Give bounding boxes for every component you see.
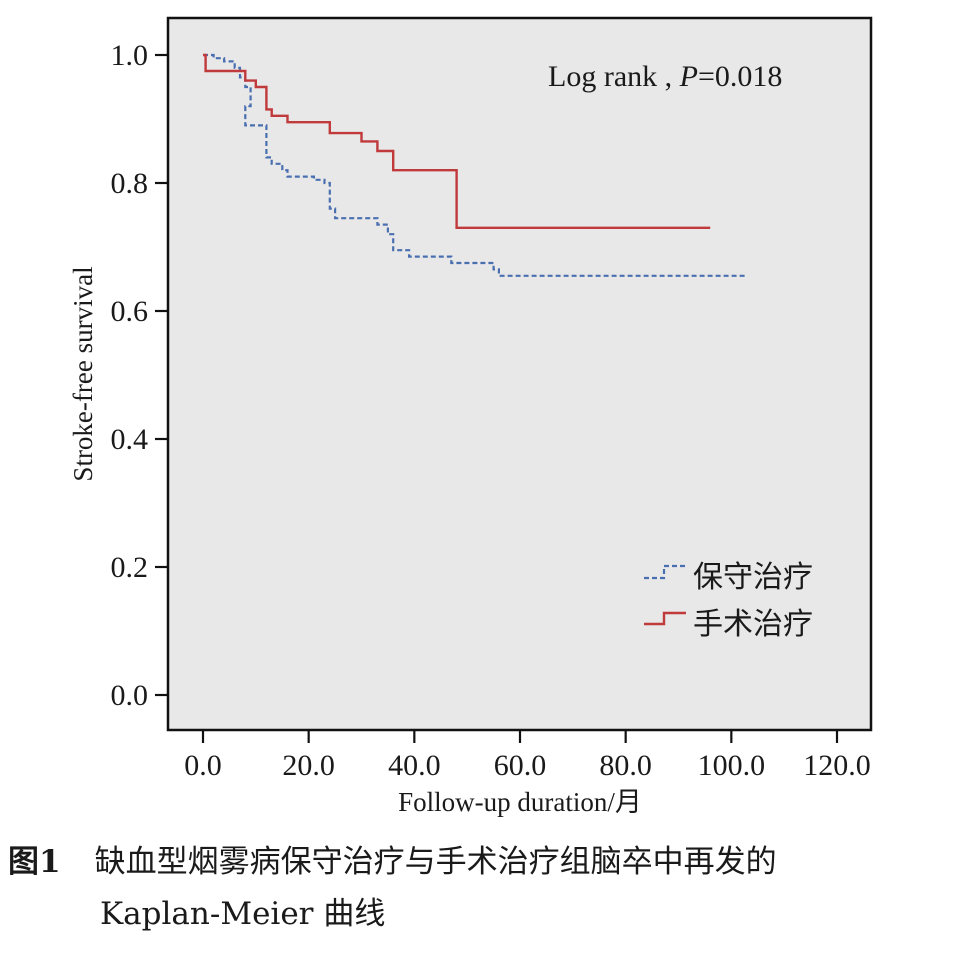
y-tick-label: 0.2 (111, 551, 149, 584)
figure-caption: 图1 缺血型烟雾病保守治疗与手术治疗组脑卒中再发的 Kaplan-Meier 曲线 (8, 836, 953, 940)
plot-area (166, 16, 873, 732)
legend-label-surgical: 手术治疗 (693, 607, 813, 642)
x-axis-label: Follow-up duration/月 (398, 787, 642, 817)
y-axis-label: Stroke-free survival (68, 266, 98, 481)
y-tick-label: 0.8 (111, 167, 149, 200)
series-layer (203, 53, 748, 277)
caption-text-line2: Kaplan-Meier 曲线 (100, 896, 386, 932)
series-line-conservative (203, 53, 748, 277)
y-tick-label: 0.6 (111, 295, 149, 328)
legend-swatch-conservative (644, 564, 686, 580)
x-tick-label: 120.0 (803, 749, 871, 782)
y-tick-label: 0.0 (111, 679, 149, 712)
legend-label-conservative: 保守治疗 (693, 560, 813, 595)
y-axis: 0.0 0.2 0.4 0.6 0.8 1.0 (111, 39, 168, 712)
caption-label: 图1 (8, 844, 61, 880)
x-tick-label: 80.0 (599, 749, 652, 782)
legend-swatch-surgical (644, 611, 686, 626)
x-tick-label: 60.0 (494, 749, 547, 782)
log-rank-annotation: Log rank , P=0.018 (548, 60, 782, 93)
y-tick-label: 1.0 (111, 39, 149, 72)
x-tick-label: 0.0 (184, 749, 222, 782)
series-line-surgical (203, 53, 711, 229)
x-tick-label: 20.0 (282, 749, 335, 782)
y-tick-label: 0.4 (111, 423, 149, 456)
x-axis: 0.0 20.0 40.0 60.0 80.0 100.0 120.0 (184, 730, 871, 782)
legend: 保守治疗 手术治疗 (644, 560, 813, 642)
x-tick-label: 40.0 (388, 749, 441, 782)
survival-chart: 0.0 0.2 0.4 0.6 0.8 1.0 0.0 20.0 40.0 60.0 80.0 10… (68, 16, 873, 817)
x-tick-label: 100.0 (698, 749, 766, 782)
caption-text-line1: 缺血型烟雾病保守治疗与手术治疗组脑卒中再发的 (94, 844, 777, 880)
